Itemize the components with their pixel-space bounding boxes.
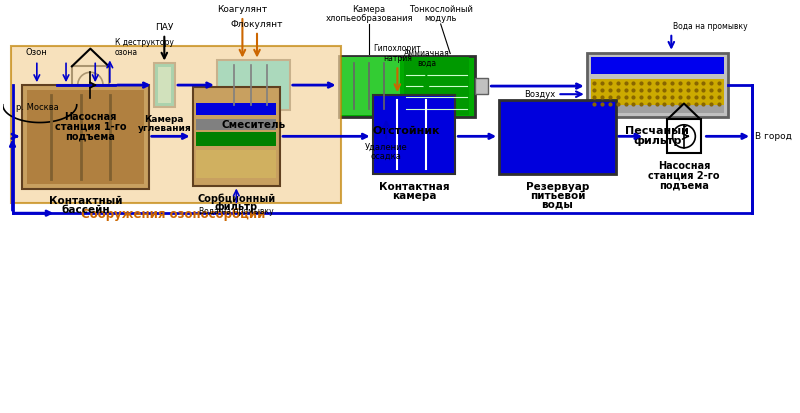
Circle shape [230, 98, 238, 106]
Bar [158, 67, 171, 103]
FancyBboxPatch shape [10, 46, 342, 203]
Text: подъема: подъема [66, 131, 115, 141]
Text: ПАУ: ПАУ [155, 23, 174, 32]
Bar [667, 119, 701, 153]
Bar [193, 87, 280, 185]
Bar [586, 52, 728, 116]
Bar [72, 66, 109, 104]
Bar [590, 57, 724, 74]
Text: Гипохлорит
натрия: Гипохлорит натрия [374, 44, 422, 64]
Circle shape [78, 72, 103, 98]
Text: Смеситель: Смеситель [222, 120, 286, 130]
Circle shape [673, 125, 695, 148]
Text: Озон: Озон [26, 48, 48, 57]
Text: Камера: Камера [145, 115, 184, 123]
Text: Вода на промывку: Вода на промывку [199, 207, 274, 216]
Text: модуль: модуль [425, 14, 457, 23]
Bar [474, 78, 488, 94]
Text: Коагулянт: Коагулянт [218, 5, 267, 14]
Text: хлопьеобразования: хлопьеобразования [326, 14, 413, 23]
Text: станция 2-го: станция 2-го [648, 171, 720, 181]
Text: Контактная: Контактная [378, 182, 450, 192]
Bar [197, 150, 276, 178]
Text: Воздух: Воздух [524, 90, 555, 99]
Text: Аммиачная
вода: Аммиачная вода [403, 49, 450, 68]
Text: углевания: углевания [138, 123, 191, 133]
Text: Вода на промывку: Вода на промывку [674, 22, 748, 31]
Text: Насосная: Насосная [64, 112, 117, 122]
Bar [197, 103, 276, 115]
Bar [22, 85, 149, 189]
Text: Резервуар: Резервуар [526, 182, 589, 192]
Bar [338, 55, 474, 116]
Text: фильтр: фильтр [633, 136, 682, 146]
Text: Сорбционный: Сорбционный [198, 193, 275, 204]
Text: осадка: осадка [370, 152, 402, 161]
Text: В город: В город [755, 132, 792, 141]
Circle shape [247, 98, 255, 106]
Text: бассейн: бассейн [61, 205, 110, 215]
Text: р. Москва: р. Москва [17, 103, 59, 112]
Text: Флокулянт: Флокулянт [230, 20, 283, 29]
Bar [499, 100, 616, 174]
Bar [341, 57, 400, 115]
Text: Отстойник: Отстойник [373, 126, 440, 136]
Bar [27, 90, 144, 184]
Text: воды: воды [542, 199, 574, 209]
Bar [197, 119, 276, 131]
Bar [197, 133, 276, 146]
Text: Насосная: Насосная [658, 161, 710, 171]
Text: станция 1-го: станция 1-го [54, 121, 126, 131]
Text: Сооружения озоносорбции: Сооружения озоносорбции [81, 208, 266, 221]
Text: Тонкослойный: Тонкослойный [409, 5, 473, 14]
Bar [590, 105, 724, 113]
Text: К деструктору
озона: К деструктору озона [114, 38, 174, 57]
Bar [590, 79, 724, 107]
Text: фильтр: фильтр [214, 202, 258, 212]
Text: подъема: подъема [659, 181, 709, 191]
Text: Камера: Камера [353, 5, 386, 14]
FancyBboxPatch shape [154, 64, 175, 107]
Text: камера: камера [392, 190, 436, 200]
Bar [373, 95, 455, 174]
Text: Удаление: Удаление [365, 143, 407, 152]
Text: питьевой: питьевой [530, 190, 586, 200]
Circle shape [263, 98, 271, 106]
Text: Песчаный: Песчаный [626, 126, 689, 136]
FancyBboxPatch shape [217, 60, 290, 110]
Bar [404, 57, 469, 115]
Text: Контактный: Контактный [49, 197, 122, 206]
